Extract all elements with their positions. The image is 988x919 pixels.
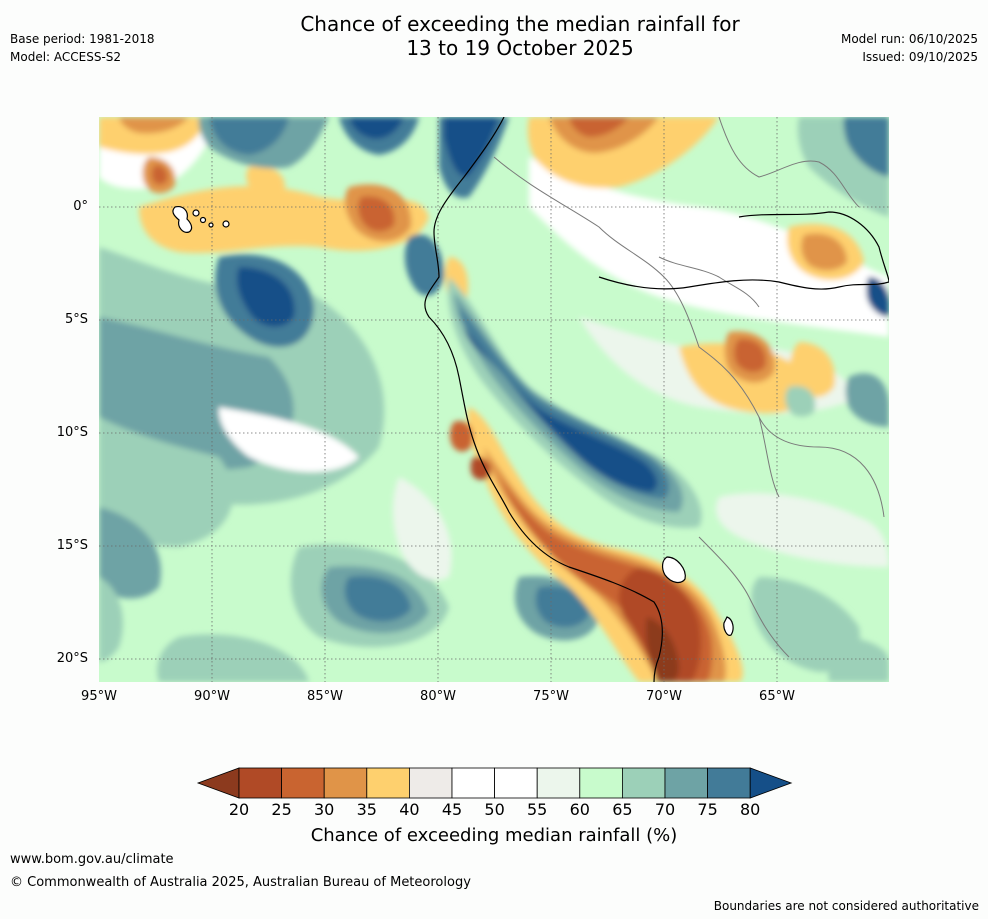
lat-label-15s: 15°S xyxy=(56,538,88,553)
title-line-1: Chance of exceeding the median rainfall … xyxy=(300,12,740,36)
lon-label-80w: 80°W xyxy=(420,689,456,704)
colorbar-segment xyxy=(238,767,282,799)
lat-label-10s: 10°S xyxy=(56,425,88,440)
colorbar xyxy=(196,767,793,799)
colorbar-segment xyxy=(579,767,623,799)
galapagos-islands xyxy=(172,206,230,233)
colorbar-segment xyxy=(664,767,708,799)
colorbar-tick-label: 20 xyxy=(228,800,250,819)
colorbar-segment xyxy=(366,767,410,799)
colorbar-title: Chance of exceeding median rainfall (%) xyxy=(310,825,678,846)
bom-url[interactable]: www.bom.gov.au/climate xyxy=(10,852,174,867)
lon-label-70w: 70°W xyxy=(646,689,682,704)
model-label: Model: ACCESS-S2 xyxy=(10,50,122,64)
lon-label-85w: 85°W xyxy=(307,689,343,704)
colorbar-segment xyxy=(536,767,581,799)
lon-label-95w: 95°W xyxy=(81,689,117,704)
colorbar-tick-label: 60 xyxy=(569,800,590,819)
base-period-label: Base period: 1981-2018 xyxy=(10,32,155,46)
colorbar-segment xyxy=(408,767,453,799)
colorbar-tick-label: 55 xyxy=(527,800,548,819)
colorbar-tick-label: 45 xyxy=(441,800,463,819)
rainfall-probability-map xyxy=(99,117,889,682)
colorbar-tick-label: 75 xyxy=(697,800,718,819)
colorbar-segment xyxy=(451,767,495,799)
issued-label: Issued: 09/10/2025 xyxy=(862,50,978,64)
colorbar-tick-label: 50 xyxy=(484,800,505,819)
lon-label-90w: 90°W xyxy=(194,689,230,704)
lake-titicaca xyxy=(661,556,686,584)
colorbar-tick-label: 25 xyxy=(271,800,292,819)
lat-label-20s: 20°S xyxy=(56,651,88,666)
title-line-2: 13 to 19 October 2025 xyxy=(406,36,634,60)
colorbar-segment xyxy=(494,767,538,799)
copyright-text: © Commonwealth of Australia 2025, Austra… xyxy=(10,875,471,890)
colorbar-tick-label: 80 xyxy=(740,800,761,819)
colorbar-segment xyxy=(621,767,666,799)
map-title: Chance of exceeding the median rainfall … xyxy=(0,12,988,60)
lon-label-65w: 65°W xyxy=(759,689,795,704)
colorbar-extend-high xyxy=(749,767,793,799)
colorbar-tick-label: 70 xyxy=(654,800,676,819)
probability-contours xyxy=(99,117,889,682)
colorbar-extend-low xyxy=(196,767,240,799)
colorbar-tick-label: 30 xyxy=(314,800,335,819)
lat-label-5s: 5°S xyxy=(64,312,88,327)
colorbar-tick-label: 40 xyxy=(399,800,420,819)
colorbar-segment xyxy=(323,767,368,799)
colorbar-segment xyxy=(707,767,751,799)
boundaries-disclaimer: Boundaries are not considered authoritat… xyxy=(713,899,979,913)
model-run-label: Model run: 06/10/2025 xyxy=(840,32,978,46)
colorbar-tick-label: 65 xyxy=(612,800,633,819)
colorbar-tick-label: 35 xyxy=(356,800,377,819)
colorbar-segment xyxy=(281,767,325,799)
lat-label-0: 0° xyxy=(73,199,88,214)
map-svg xyxy=(99,117,889,682)
lon-label-75w: 75°W xyxy=(533,689,569,704)
coastlines xyxy=(424,117,889,682)
country-borders xyxy=(493,117,885,658)
lake-poopo xyxy=(723,616,734,636)
